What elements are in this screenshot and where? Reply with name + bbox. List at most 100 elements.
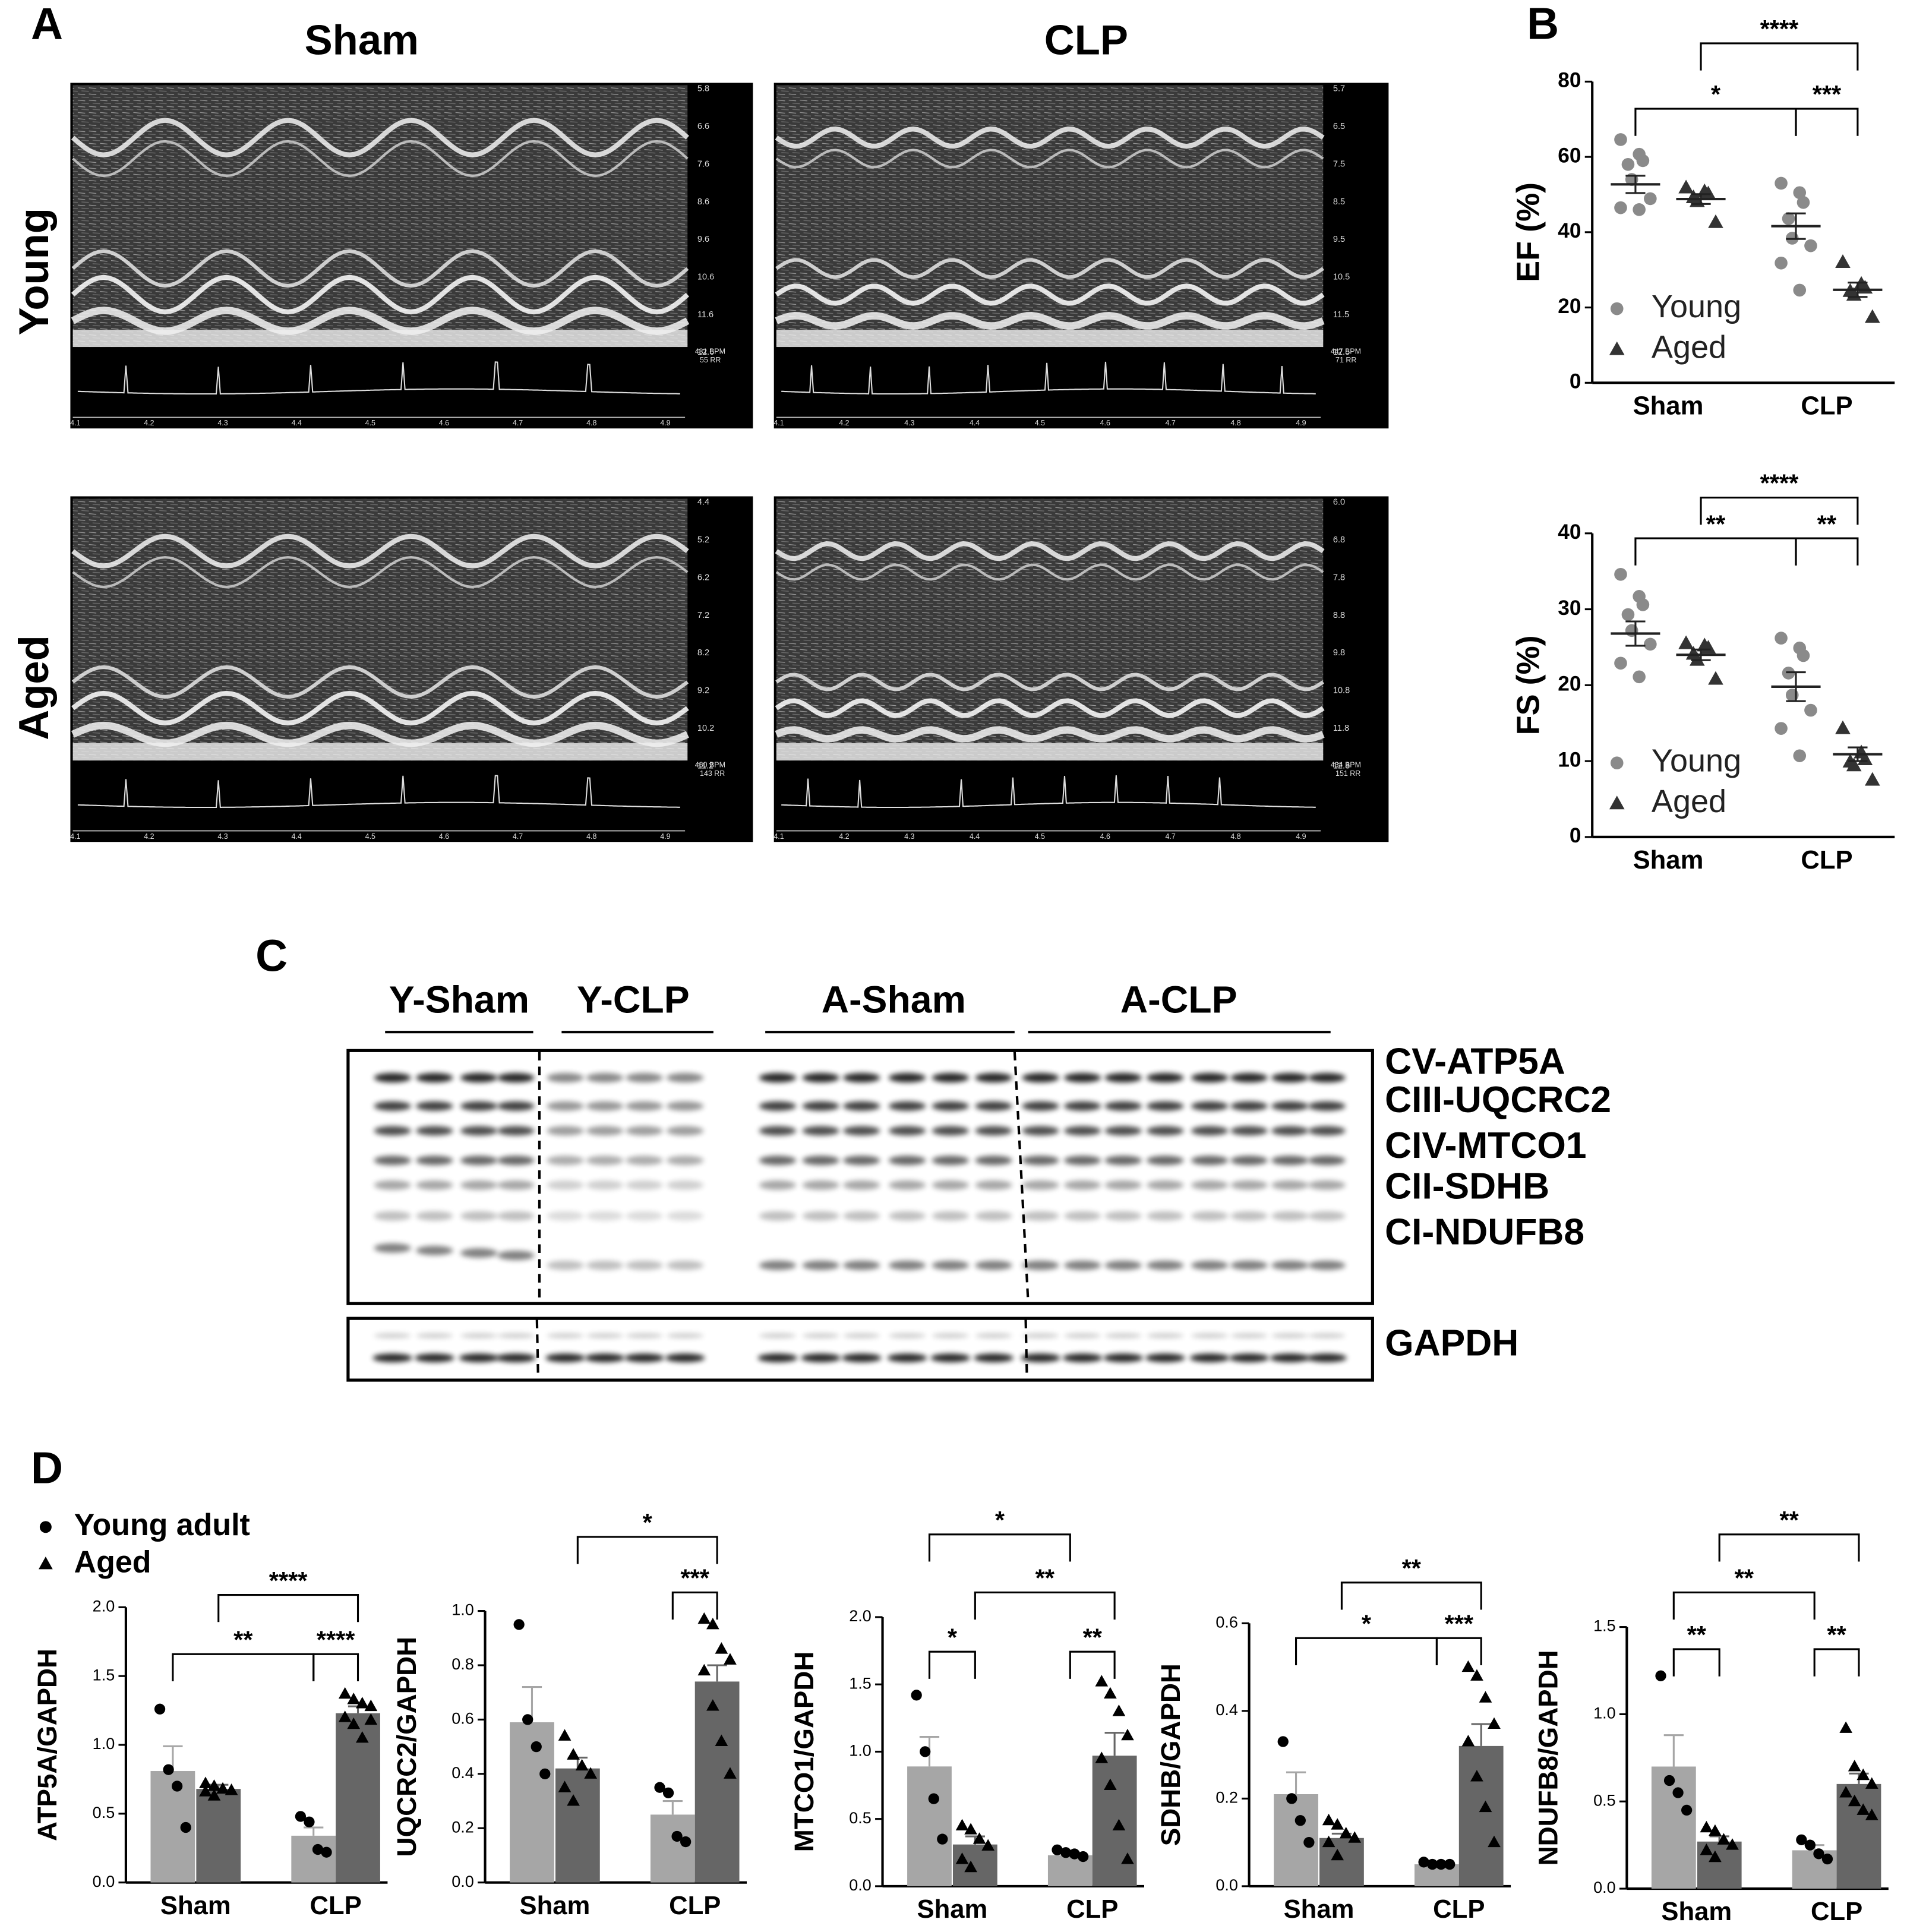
band-label: CII-SDHB xyxy=(1385,1166,1549,1207)
significance-label: ** xyxy=(1083,1623,1103,1651)
protein-band xyxy=(1147,1211,1184,1221)
x-tick-label: Sham xyxy=(1633,392,1704,420)
protein-band xyxy=(547,1211,584,1221)
data-point xyxy=(1708,214,1723,228)
protein-band xyxy=(460,1180,498,1190)
depth-label: 5.7 xyxy=(1333,84,1345,94)
bar xyxy=(650,1814,695,1883)
protein-band xyxy=(1147,1180,1184,1190)
protein-band xyxy=(1271,1101,1309,1111)
echo-wall xyxy=(775,563,1324,581)
protein-band xyxy=(1308,1101,1346,1111)
data-point xyxy=(1609,795,1625,810)
protein-band xyxy=(460,1333,498,1338)
echo-image xyxy=(776,498,1324,761)
significance-label: *** xyxy=(1813,80,1842,108)
protein-band xyxy=(1147,1156,1184,1166)
data-point xyxy=(1121,1728,1134,1741)
protein-band xyxy=(1063,1260,1101,1270)
echo-wall xyxy=(775,698,1325,718)
protein-band xyxy=(1147,1260,1184,1270)
data-point xyxy=(1663,1775,1675,1786)
error-bar xyxy=(1663,1734,1684,1767)
depth-label: 7.5 xyxy=(1333,159,1345,169)
significance-bracket xyxy=(928,1533,1071,1562)
error-bar xyxy=(1709,1835,1729,1842)
protein-band xyxy=(801,1353,841,1362)
significance-label: ** xyxy=(1827,1621,1846,1649)
data-point xyxy=(955,1819,969,1830)
significance-label: * xyxy=(995,1506,1005,1534)
data-point xyxy=(1636,598,1650,611)
significance-label: * xyxy=(643,1508,653,1536)
significance-bracket xyxy=(312,1653,359,1682)
data-point xyxy=(180,1821,191,1833)
data-point xyxy=(575,1759,589,1771)
data-point xyxy=(1821,1853,1833,1865)
data-point xyxy=(1700,1820,1713,1833)
data-point xyxy=(715,1642,728,1654)
time-label: 4.1 xyxy=(70,832,80,841)
data-point xyxy=(1461,1735,1475,1747)
y-tick-label: 1.5 xyxy=(93,1666,115,1684)
protein-band xyxy=(1104,1211,1142,1221)
echo-wall xyxy=(775,258,1325,279)
protein-band xyxy=(932,1073,969,1082)
depth-label: 9.5 xyxy=(1333,235,1345,244)
data-point xyxy=(163,1764,174,1775)
protein-band xyxy=(759,1156,797,1166)
y-tick-label: 0.2 xyxy=(452,1818,474,1836)
protein-band xyxy=(1271,1180,1309,1190)
protein-band xyxy=(416,1101,453,1111)
echo-wall xyxy=(775,126,1325,149)
data-point xyxy=(955,1852,969,1864)
protein-band xyxy=(887,1353,927,1362)
protein-band xyxy=(666,1126,704,1136)
echo-wall xyxy=(71,274,690,315)
data-point xyxy=(1793,283,1807,297)
y-tick-label: 0.0 xyxy=(93,1873,115,1890)
ecg-trace xyxy=(77,775,680,809)
echo-wall xyxy=(775,283,1325,306)
data-point xyxy=(558,1781,572,1792)
protein-band xyxy=(547,1073,584,1082)
significance-bracket xyxy=(217,1594,359,1622)
protein-band xyxy=(416,1156,453,1166)
data-point xyxy=(1804,239,1817,252)
y-tick-label: 0.0 xyxy=(1593,1879,1616,1896)
y-tick-label: 1.0 xyxy=(452,1601,474,1619)
error-bar xyxy=(1786,212,1806,240)
depth-label: 7.8 xyxy=(1333,573,1345,582)
x-tick-label: Sham xyxy=(917,1895,988,1924)
protein-band xyxy=(1022,1073,1059,1082)
legend-label: Young xyxy=(1652,289,1741,324)
data-point xyxy=(911,1690,922,1701)
protein-band xyxy=(1271,1260,1309,1270)
protein-band xyxy=(843,1333,880,1338)
depth-label: 10.6 xyxy=(697,273,714,282)
protein-band xyxy=(1308,1180,1346,1190)
band-label: CIII-UQCRC2 xyxy=(1385,1079,1611,1120)
echo-image xyxy=(776,85,1324,348)
depth-label: 6.6 xyxy=(697,122,709,131)
protein-band xyxy=(802,1073,839,1082)
protein-band xyxy=(1230,1333,1268,1338)
data-point xyxy=(1621,157,1635,171)
heart-rate: 431 BPM xyxy=(695,348,725,356)
lane-divider xyxy=(535,1319,539,1379)
data-point xyxy=(364,1713,378,1725)
protein-band xyxy=(374,1180,411,1190)
group-label: A-CLP xyxy=(1120,978,1237,1021)
protein-band xyxy=(497,1073,535,1082)
y-tick-label: 0.4 xyxy=(452,1764,474,1782)
time-label: 4.5 xyxy=(1035,832,1045,841)
data-point xyxy=(937,1833,948,1845)
significance-bracket xyxy=(576,1536,718,1564)
data-point xyxy=(1813,1848,1824,1860)
time-label: 4.8 xyxy=(1230,832,1240,841)
protein-band xyxy=(888,1126,926,1136)
data-point xyxy=(1672,1787,1684,1798)
protein-band xyxy=(666,1180,704,1190)
data-point xyxy=(1700,1843,1713,1855)
echo-wall xyxy=(71,118,690,157)
